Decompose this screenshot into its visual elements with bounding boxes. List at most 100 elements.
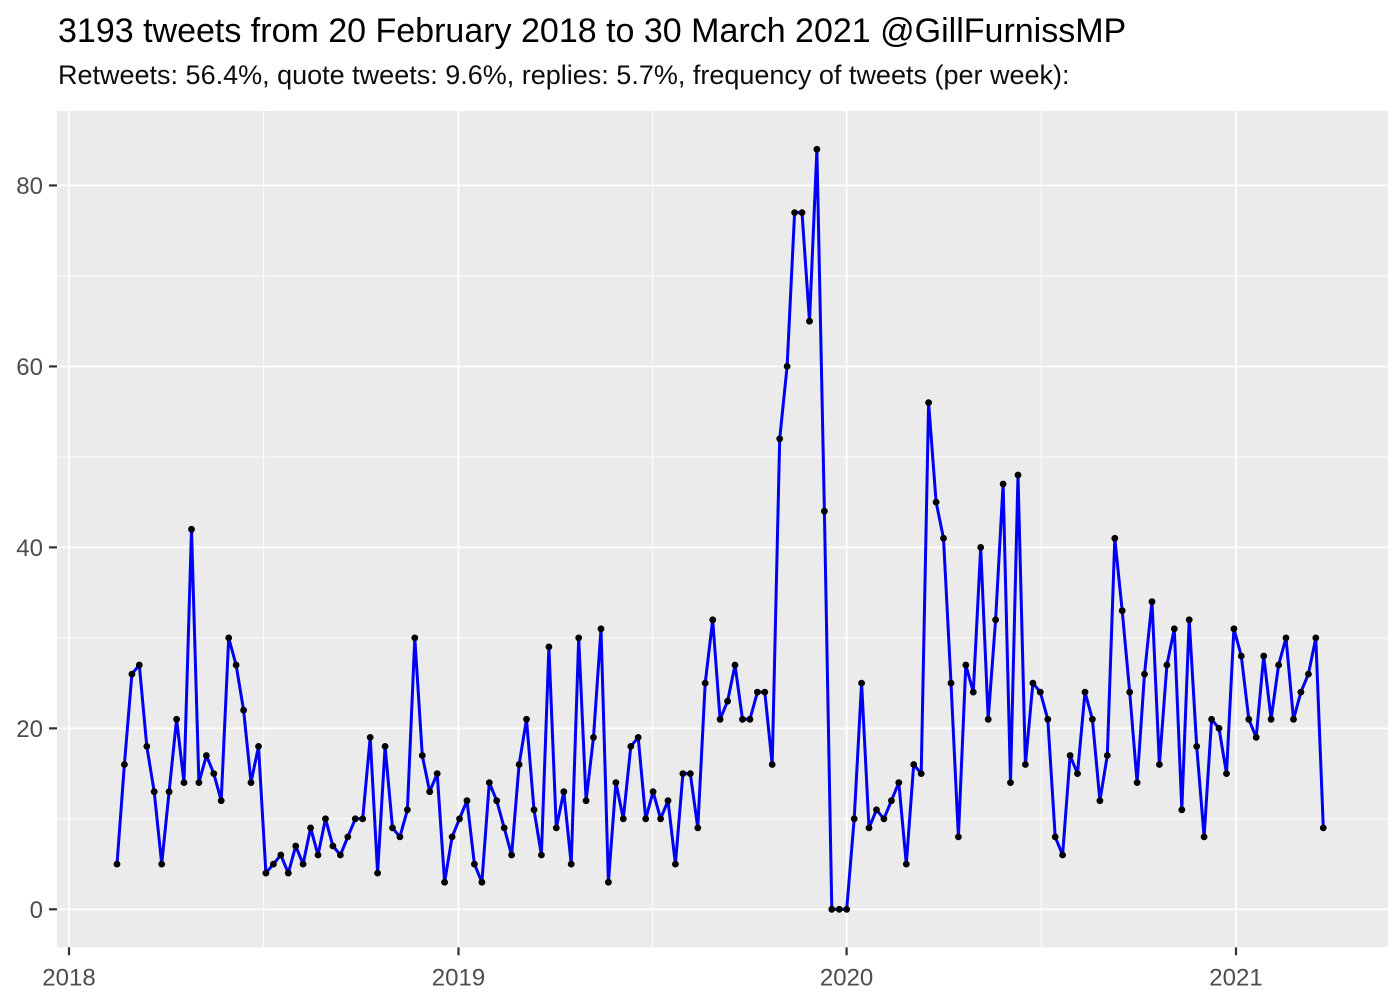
data-point — [262, 869, 270, 877]
data-point — [515, 761, 523, 768]
data-point — [560, 788, 568, 796]
data-point — [1133, 779, 1141, 786]
data-point — [1059, 851, 1066, 859]
data-point — [1245, 715, 1253, 723]
x-axis-label: 2019 — [432, 964, 485, 991]
data-point — [426, 788, 434, 796]
data-point — [270, 860, 277, 868]
data-point — [835, 905, 843, 913]
data-point — [850, 815, 858, 823]
data-point — [292, 842, 300, 850]
data-point — [404, 806, 411, 814]
data-point — [1267, 715, 1275, 723]
data-point — [1193, 743, 1201, 750]
data-point — [776, 435, 784, 443]
data-point — [1029, 679, 1037, 687]
data-point — [1319, 824, 1327, 832]
data-point — [314, 851, 322, 859]
data-point — [203, 752, 210, 759]
data-point — [984, 715, 992, 723]
data-point — [992, 616, 999, 624]
data-point — [731, 661, 739, 669]
y-axis-label: 20 — [16, 716, 43, 743]
data-point — [1215, 724, 1223, 732]
data-point — [552, 824, 560, 832]
data-point — [1044, 715, 1052, 723]
data-point — [247, 779, 255, 786]
data-point — [902, 860, 910, 868]
data-point — [240, 706, 248, 714]
data-point — [709, 616, 717, 624]
data-point — [232, 661, 240, 669]
data-point — [1223, 770, 1230, 777]
data-point — [500, 824, 508, 832]
chart-subtitle: Retweets: 56.4%, quote tweets: 9.6%, rep… — [58, 60, 1070, 90]
data-point — [1208, 715, 1215, 723]
data-point — [1074, 770, 1081, 777]
data-point — [910, 761, 918, 768]
data-point — [508, 851, 515, 859]
data-point — [188, 525, 195, 533]
y-axis-label: 80 — [16, 173, 43, 200]
data-point — [284, 869, 292, 877]
data-point — [158, 860, 166, 868]
data-point — [724, 697, 731, 705]
data-point — [1051, 833, 1059, 841]
data-point — [686, 770, 694, 777]
data-point — [351, 815, 359, 823]
data-point — [128, 670, 136, 678]
y-axis-label: 60 — [16, 354, 43, 381]
data-point — [396, 833, 404, 841]
data-point — [590, 734, 597, 741]
data-point — [657, 815, 664, 823]
data-point — [478, 878, 486, 886]
data-point — [1126, 688, 1134, 696]
data-point — [1282, 634, 1290, 642]
data-point — [433, 770, 441, 777]
data-point — [1103, 752, 1111, 759]
data-point — [1305, 670, 1312, 678]
data-point — [463, 797, 471, 805]
data-point — [113, 860, 121, 868]
chart-title: 3193 tweets from 20 February 2018 to 30 … — [58, 12, 1127, 50]
data-point — [538, 851, 545, 859]
x-axis-label: 2020 — [820, 964, 873, 991]
data-point — [1275, 661, 1282, 669]
data-point — [761, 688, 769, 696]
data-point — [821, 507, 828, 515]
data-point — [716, 715, 724, 723]
data-point — [143, 743, 151, 750]
data-point — [344, 833, 352, 841]
data-point — [1007, 779, 1014, 786]
data-point — [873, 806, 880, 814]
data-point — [523, 715, 530, 723]
data-point — [1014, 471, 1022, 479]
data-point — [567, 860, 575, 868]
data-point — [545, 643, 553, 651]
data-point — [1156, 761, 1163, 768]
data-point — [768, 761, 776, 768]
data-point — [337, 851, 344, 859]
data-point — [456, 815, 463, 823]
y-axis-label: 40 — [16, 535, 43, 562]
x-axis-label: 2021 — [1209, 964, 1262, 991]
data-point — [441, 878, 448, 886]
data-point — [969, 688, 977, 696]
data-point — [1118, 607, 1126, 615]
data-point — [925, 399, 932, 406]
data-point — [858, 679, 865, 687]
data-point — [664, 797, 672, 805]
data-point — [694, 824, 702, 832]
data-point — [1163, 661, 1171, 669]
data-point — [173, 715, 181, 723]
data-point — [1252, 734, 1260, 741]
data-point — [672, 860, 679, 868]
data-point — [210, 770, 218, 777]
data-point — [1297, 688, 1305, 696]
data-point — [634, 734, 642, 741]
data-point — [1170, 625, 1178, 633]
data-point — [180, 779, 188, 786]
data-point — [880, 815, 888, 823]
data-point — [895, 779, 903, 786]
